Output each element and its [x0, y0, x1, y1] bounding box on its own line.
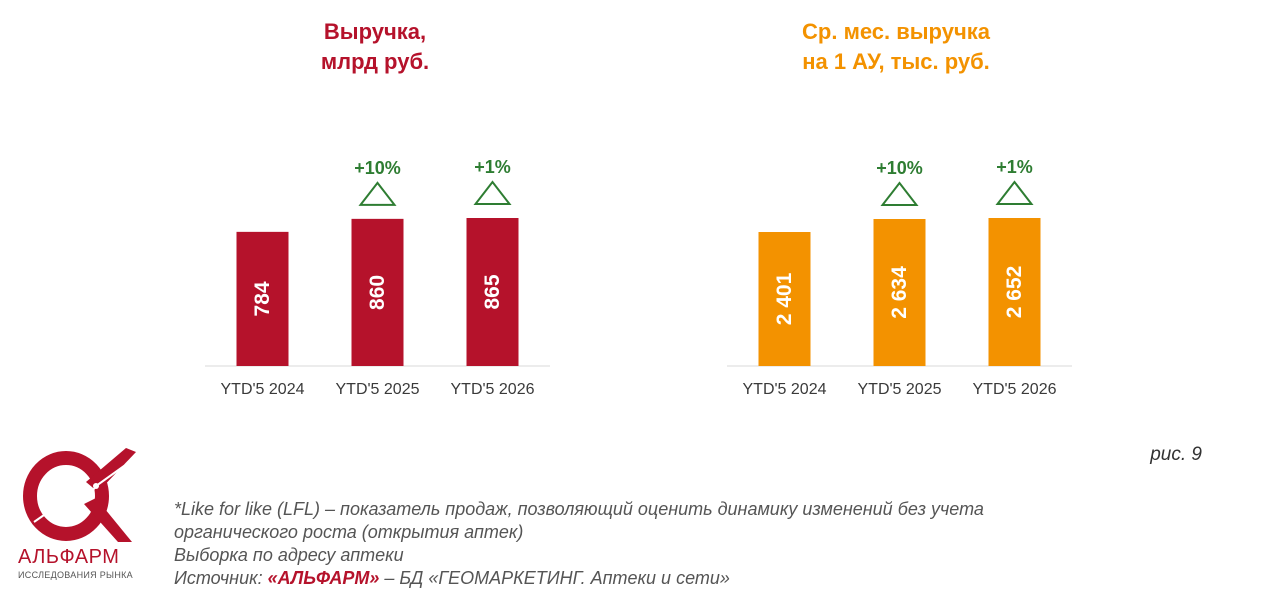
- logo-subtitle: ИССЛЕДОВАНИЯ РЫНКА: [18, 570, 133, 580]
- revenue-tick-label-3: YTD'5 2026: [451, 381, 535, 398]
- avg-revenue-value-label-1: 2 401: [773, 272, 796, 325]
- avg-revenue-tick-label-3: YTD'5 2026: [973, 381, 1057, 398]
- source-suffix: – БД «ГЕОМАРКЕТИНГ. Аптеки и сети»: [379, 568, 730, 588]
- revenue-delta-triangle-icon-3: [473, 180, 512, 205]
- revenue-bar-3: [466, 218, 519, 366]
- revenue-value-label-2: 860: [366, 275, 389, 310]
- avg-revenue-tick-label-2: YTD'5 2025: [858, 381, 942, 398]
- revenue-change-label-2: +10%: [354, 158, 401, 178]
- revenue-value-label-1: 784: [251, 281, 274, 316]
- footnote: *Like for like (LFL) – показатель продаж…: [174, 498, 1174, 590]
- revenue-chart-title-line-2: млрд руб.: [320, 49, 430, 74]
- avg-revenue-chart-title-line-1: Ср. мес. выручка: [802, 19, 990, 44]
- avg-revenue-chart-title-line-2: на 1 АУ, тыс. руб.: [802, 49, 990, 74]
- avg-revenue-change-label-2: +10%: [876, 158, 923, 178]
- avg-revenue-value-label-3: 2 652: [1003, 266, 1026, 319]
- logo-wordmark: АЛЬФАРМ: [18, 546, 120, 568]
- footnote-lfl-definition-cont: органического роста (открытия аптек): [174, 522, 524, 542]
- revenue-change-label-3: +1%: [474, 157, 511, 177]
- avg-revenue-change-label-3: +1%: [996, 157, 1033, 177]
- avg-revenue-bar-2: [873, 219, 926, 366]
- avg-revenue-tick-label-1: YTD'5 2024: [743, 381, 827, 398]
- revenue-chart-title-line-1: Выручка,: [323, 19, 427, 44]
- footnote-source: Источник: «АЛЬФАРМ» – БД «ГЕОМАРКЕТИНГ. …: [174, 567, 1174, 590]
- revenue-value-label-3: 865: [481, 274, 504, 309]
- avg-revenue-bar-3: [988, 218, 1041, 366]
- source-brand: «АЛЬФАРМ»: [267, 568, 380, 588]
- avg-revenue-bar-1: [758, 232, 811, 366]
- footnote-sample: Выборка по адресу аптеки: [174, 545, 404, 565]
- footnote-lfl-definition: *Like for like (LFL) – показатель продаж…: [174, 499, 984, 519]
- avg-revenue-value-label-2: 2 634: [888, 266, 911, 319]
- revenue-bar-1: [236, 231, 289, 366]
- revenue-delta-triangle-icon-2: [358, 181, 397, 206]
- figure-label: рис. 9: [1150, 444, 1202, 465]
- revenue-bar-2: [351, 218, 404, 366]
- avg-revenue-chart-title: Ср. мес. выручка на 1 АУ, тыс. руб.: [746, 17, 1046, 77]
- avg-revenue-delta-triangle-icon-3: [995, 180, 1034, 205]
- revenue-chart-title: Выручка, млрд руб.: [225, 17, 525, 77]
- revenue-tick-label-1: YTD'5 2024: [221, 381, 305, 398]
- alfarm-logo-icon: [23, 448, 136, 542]
- revenue-tick-label-2: YTD'5 2025: [336, 381, 420, 398]
- avg-revenue-delta-triangle-icon-2: [880, 181, 919, 207]
- source-prefix: Источник:: [174, 568, 268, 588]
